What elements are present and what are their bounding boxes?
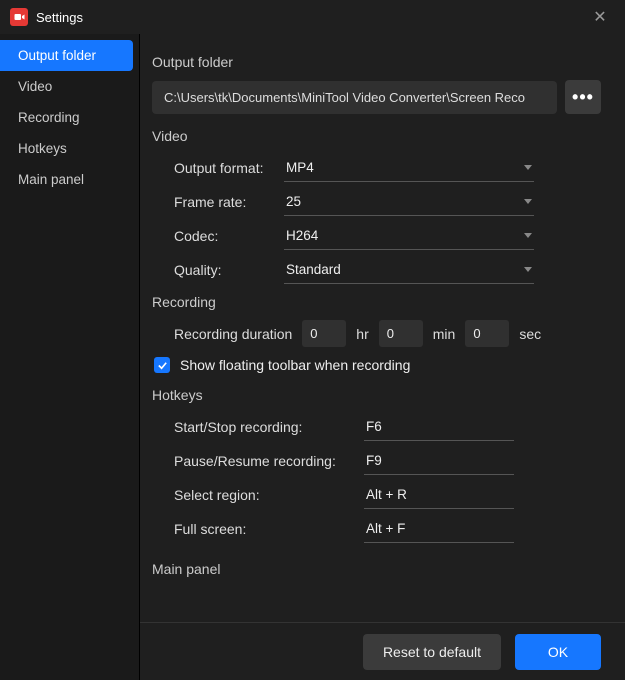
frame-rate-select[interactable]: 25 <box>284 188 534 216</box>
min-unit: min <box>433 326 456 342</box>
recording-heading: Recording <box>152 294 601 310</box>
select-value: Standard <box>286 262 341 277</box>
codec-label: Codec: <box>174 228 284 244</box>
chevron-down-icon <box>524 233 532 238</box>
codec-select[interactable]: H264 <box>284 222 534 250</box>
sidebar-item-video[interactable]: Video <box>0 71 139 102</box>
select-value: H264 <box>286 228 318 243</box>
output-folder-heading: Output folder <box>152 54 601 70</box>
content-area: Output folder C:\Users\tk\Documents\Mini… <box>140 34 625 622</box>
hotkey-full-screen-input[interactable]: Alt + F <box>364 515 514 543</box>
reset-to-default-button[interactable]: Reset to default <box>363 634 501 670</box>
chevron-down-icon <box>524 165 532 170</box>
sidebar-item-label: Main panel <box>18 172 84 187</box>
sidebar-item-label: Recording <box>18 110 80 125</box>
ellipsis-icon: ••• <box>572 87 594 108</box>
quality-label: Quality: <box>174 262 284 278</box>
window-title: Settings <box>36 10 83 25</box>
app-icon <box>10 8 28 26</box>
settings-window: Settings ✕ Output folder Video Recording… <box>0 0 625 680</box>
titlebar: Settings ✕ <box>0 0 625 34</box>
sidebar-item-hotkeys[interactable]: Hotkeys <box>0 133 139 164</box>
hotkey-select-region-input[interactable]: Alt + R <box>364 481 514 509</box>
check-icon <box>157 360 168 371</box>
ok-button[interactable]: OK <box>515 634 601 670</box>
hotkey-select-region-label: Select region: <box>174 487 364 503</box>
hotkey-pause-resume-label: Pause/Resume recording: <box>174 453 364 469</box>
duration-sec-input[interactable] <box>465 320 509 347</box>
sec-unit: sec <box>519 326 541 342</box>
hotkey-full-screen-label: Full screen: <box>174 521 364 537</box>
recording-duration-label: Recording duration <box>174 326 292 342</box>
floating-toolbar-checkbox[interactable] <box>154 357 170 373</box>
quality-select[interactable]: Standard <box>284 256 534 284</box>
frame-rate-label: Frame rate: <box>174 194 284 210</box>
output-format-select[interactable]: MP4 <box>284 154 534 182</box>
sidebar-item-output-folder[interactable]: Output folder <box>0 40 133 71</box>
main-panel-heading: Main panel <box>152 561 601 577</box>
sidebar-item-label: Output folder <box>18 48 96 63</box>
output-path-input[interactable]: C:\Users\tk\Documents\MiniTool Video Con… <box>152 81 557 114</box>
hotkey-start-stop-label: Start/Stop recording: <box>174 419 364 435</box>
hotkey-pause-resume-input[interactable]: F9 <box>364 447 514 475</box>
chevron-down-icon <box>524 267 532 272</box>
footer: Reset to default OK <box>140 622 625 680</box>
duration-hr-input[interactable] <box>302 320 346 347</box>
select-value: MP4 <box>286 160 314 175</box>
browse-button[interactable]: ••• <box>565 80 601 114</box>
hr-unit: hr <box>356 326 368 342</box>
select-value: 25 <box>286 194 301 209</box>
sidebar-item-label: Hotkeys <box>18 141 67 156</box>
output-format-label: Output format: <box>174 160 284 176</box>
close-icon[interactable]: ✕ <box>585 5 615 29</box>
chevron-down-icon <box>524 199 532 204</box>
hotkeys-heading: Hotkeys <box>152 387 601 403</box>
sidebar: Output folder Video Recording Hotkeys Ma… <box>0 34 140 680</box>
sidebar-item-recording[interactable]: Recording <box>0 102 139 133</box>
sidebar-item-label: Video <box>18 79 52 94</box>
floating-toolbar-label: Show floating toolbar when recording <box>180 357 410 373</box>
hotkey-start-stop-input[interactable]: F6 <box>364 413 514 441</box>
video-heading: Video <box>152 128 601 144</box>
duration-min-input[interactable] <box>379 320 423 347</box>
sidebar-item-main-panel[interactable]: Main panel <box>0 164 139 195</box>
